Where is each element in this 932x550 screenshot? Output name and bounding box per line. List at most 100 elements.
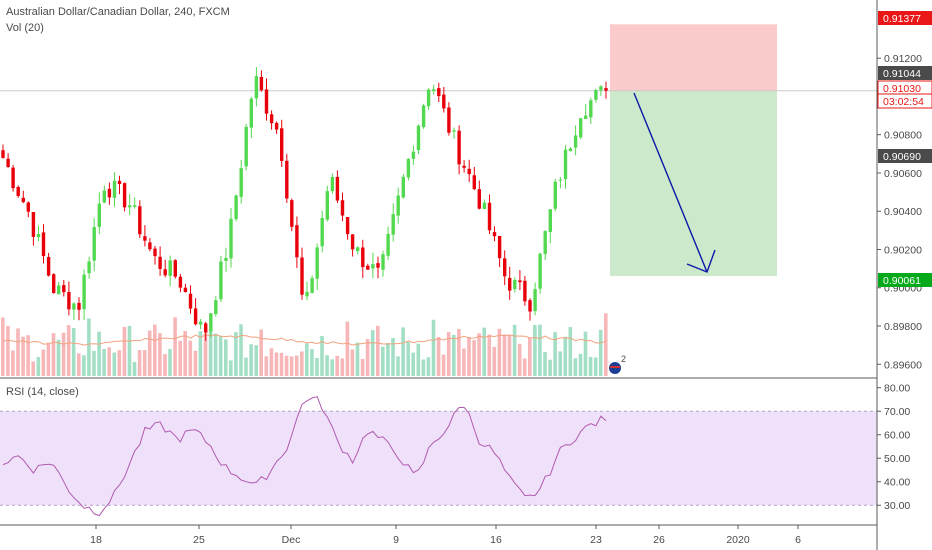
candle [153, 245, 157, 265]
candle-body [72, 303, 76, 310]
candle [401, 174, 405, 199]
candle-body [41, 232, 46, 257]
candle-body [482, 202, 487, 209]
flag-icon [609, 362, 621, 374]
candle-body [508, 277, 512, 291]
candle-body [325, 191, 329, 220]
candle-body [320, 218, 324, 247]
candle [452, 127, 456, 139]
volume-bar [573, 358, 578, 376]
candle-body [209, 313, 213, 332]
candle-body [497, 236, 502, 259]
volume-bar [467, 337, 471, 376]
candle-body [285, 160, 289, 199]
volume-bar [46, 342, 51, 376]
candle [310, 275, 314, 294]
candle-body [102, 190, 106, 203]
volume-bar [259, 329, 263, 376]
candle-body [371, 264, 375, 269]
chart-marker[interactable]: 2 [609, 354, 626, 374]
candle [437, 82, 441, 102]
price-tick-label: 0.90600 [884, 168, 922, 180]
volume-bar [127, 325, 132, 376]
volume-bar [583, 331, 588, 376]
candle-body [300, 257, 304, 295]
volume-bar [487, 334, 492, 376]
symbol-title: Australian Dollar/Canadian Dollar, 240, … [6, 6, 230, 18]
trend-arrow[interactable] [633, 92, 716, 273]
rsi-tick-label: 60.00 [884, 430, 910, 442]
rsi-tick-label: 30.00 [884, 500, 910, 512]
rsi-tick-label: 80.00 [884, 383, 910, 395]
candle [1, 144, 5, 159]
candle [285, 153, 289, 203]
candle [366, 263, 370, 270]
candle [538, 252, 542, 294]
candle [41, 224, 46, 264]
candle-body [406, 158, 411, 178]
candle [128, 194, 132, 215]
price-level-badge-bg [878, 66, 932, 80]
candle [163, 259, 167, 278]
volume-bar [224, 339, 228, 376]
candle-body [553, 181, 557, 209]
volume-bar [533, 324, 537, 376]
candle-body [67, 292, 71, 310]
volume-bar [82, 355, 86, 376]
candle [416, 124, 421, 155]
candle [193, 298, 198, 326]
candle [386, 226, 390, 261]
candle-body [467, 168, 471, 175]
candle-body [492, 232, 497, 237]
candle-body [310, 278, 314, 293]
rsi-tick-label: 40.00 [884, 477, 910, 489]
candle [406, 158, 411, 181]
candle [604, 81, 608, 99]
volume-bar [528, 337, 532, 376]
candle [543, 230, 547, 261]
candle [335, 170, 340, 203]
candle-body [518, 280, 522, 283]
candle [396, 187, 400, 224]
candle-body [432, 89, 436, 91]
time-tick-label: 23 [590, 534, 602, 546]
candle [356, 246, 360, 255]
volume-bar [153, 324, 157, 376]
target-price-badge-label: 0.90061 [883, 275, 921, 287]
volume-bar [543, 351, 547, 376]
candle [77, 297, 81, 321]
candle [168, 255, 172, 287]
candle [188, 285, 193, 314]
volume-bar [92, 350, 96, 376]
volume-bar [188, 340, 193, 376]
candle [264, 78, 269, 121]
candle [183, 283, 188, 293]
volume-bar [548, 359, 552, 376]
volume-bar [264, 356, 269, 376]
candle [528, 298, 532, 321]
candle [421, 103, 426, 129]
candle [269, 110, 274, 130]
candle-body [543, 231, 547, 255]
candle-body [259, 77, 264, 91]
candle [280, 119, 284, 167]
volume-bar [355, 342, 360, 376]
volume-bar [122, 326, 127, 376]
candle-body [11, 167, 15, 189]
volume-bar [446, 332, 451, 376]
volume-bar [502, 334, 507, 376]
trend-arrow-line [633, 92, 708, 273]
trade-zones[interactable] [610, 24, 777, 277]
candle [112, 172, 117, 207]
candle [229, 207, 233, 268]
volume-bar [36, 357, 41, 376]
candle [209, 313, 213, 338]
candle [214, 296, 218, 317]
volume-bar [26, 335, 30, 376]
candle [361, 239, 365, 279]
candle-body [558, 179, 563, 181]
volume-bar [279, 352, 284, 376]
candle [138, 200, 142, 238]
volume-bar [507, 335, 512, 376]
